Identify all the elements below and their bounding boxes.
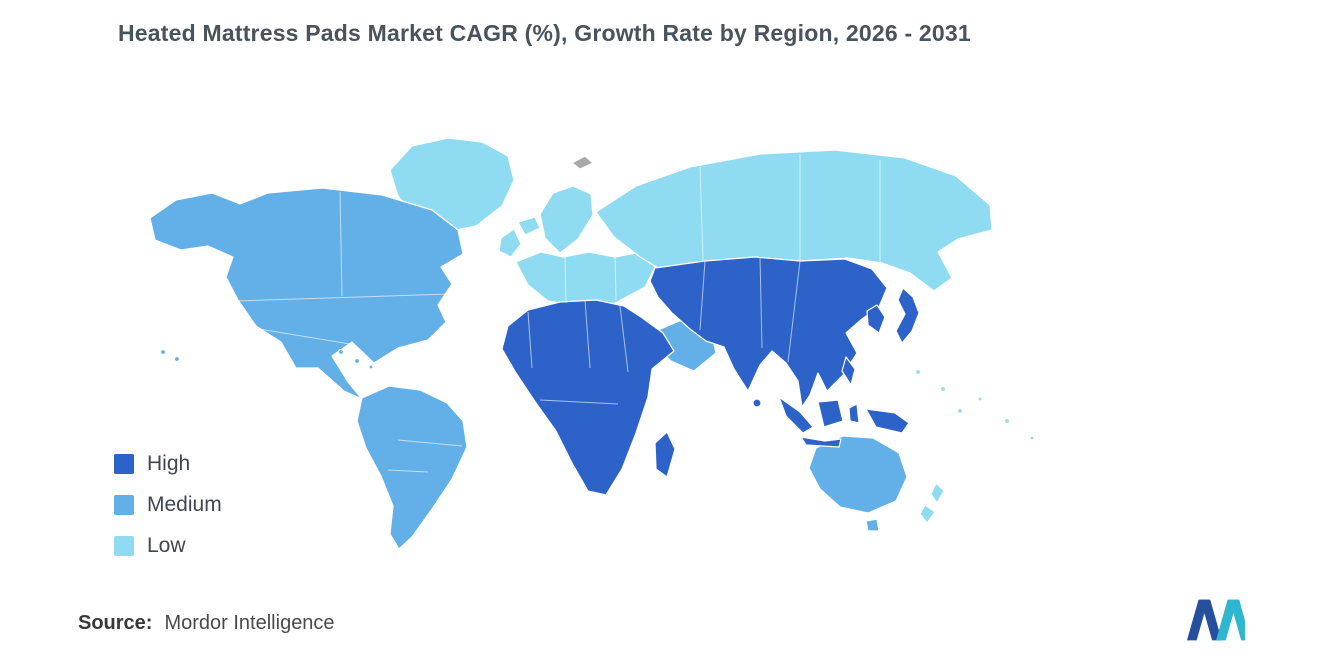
map-region-asia [649,256,888,408]
logo-stroke-1 [1186,599,1209,641]
map-caribbean-islands [337,348,374,370]
map-region-europe [515,251,656,314]
map-hawaii-islands [159,348,181,363]
map-region-svalbard [571,155,594,170]
logo-stroke-2 [1200,599,1222,641]
legend-item-medium: Medium [114,493,222,517]
source-value: Mordor Intelligence [164,612,335,634]
map-region-sulawesi [848,403,860,424]
map-region-uk [498,228,522,258]
map-region-tasmania [865,518,880,532]
legend-swatch-low-icon [114,536,134,556]
map-region-new-zealand-south [919,504,936,524]
map-region-philippines [841,356,856,386]
legend-label-medium: Medium [147,493,222,516]
source-line: Source: Mordor Intelligence [78,612,335,635]
map-region-borneo [817,399,844,428]
logo-stroke-3 [1216,599,1238,641]
map-region-south-america [356,385,468,550]
map-region-sumatra [778,396,814,434]
logo-stroke-4 [1229,599,1246,641]
map-region-iceland [517,216,541,236]
map-region-north-america [149,187,464,400]
map-region-japan [895,287,920,344]
chart-title: Heated Mattress Pads Market CAGR (%), Gr… [118,20,971,46]
legend-item-high: High [114,452,222,476]
map-region-australia [808,435,908,514]
legend: High Medium Low [114,452,222,558]
mordor-intelligence-logo [1186,599,1246,641]
map-region-sri-lanka [752,398,762,408]
map-region-south-korea [866,304,886,334]
source-label: Source: [78,612,153,634]
legend-swatch-medium-icon [114,495,134,515]
map-region-africa [501,299,675,496]
map-region-java [800,436,842,448]
legend-label-low: Low [147,534,186,557]
legend-label-high: High [147,452,191,475]
country-border-lines [235,154,881,473]
map-region-scandinavia [539,185,594,254]
map-pacific-islands [914,368,1035,441]
map-region-madagascar [654,431,676,478]
legend-swatch-high-icon [114,454,134,474]
map-region-new-guinea [865,408,910,434]
map-region-new-zealand-north [930,482,945,504]
legend-item-low: Low [114,534,222,558]
